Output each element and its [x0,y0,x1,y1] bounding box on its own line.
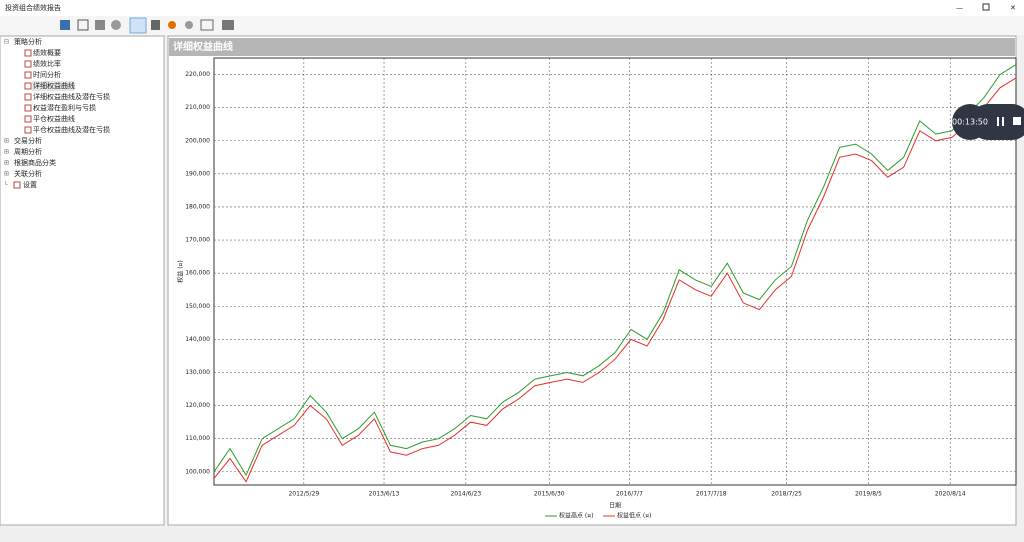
y-tick-label: 200,000 [185,137,210,144]
y-tick-label: 120,000 [185,402,210,409]
tree-item[interactable]: 策略分析 [14,37,42,46]
x-tick-label: 2018/7/25 [771,491,802,498]
tree-expander: ⊟ [4,39,9,46]
y-tick-label: 110,000 [185,435,210,442]
y-tick-label: 220,000 [185,71,210,78]
legend-label: 权益低点 (¤) [617,512,651,520]
tree-expander: ⊞ [4,171,9,178]
plot-area [213,57,1017,486]
x-tick-label: 2012/5/29 [288,491,319,498]
title-bar [0,0,1024,16]
x-tick-label: 2016/7/7 [616,491,643,498]
close-button[interactable]: ✕ [1010,4,1016,12]
tree-item[interactable]: 详细权益曲线及潜在亏损 [33,92,110,101]
tree-item[interactable]: 关联分析 [14,169,42,178]
recorder[interactable]: 00:13:50 [952,104,1024,140]
y-tick-label: 190,000 [185,170,210,177]
tree-item[interactable]: 权益潜在盈利与亏损 [33,103,96,112]
max-button[interactable] [982,3,990,11]
tree-selection [32,81,74,91]
tree-expander: ⊞ [4,160,9,167]
tree-item[interactable]: 时间分析 [33,70,61,79]
tree-expander: ⊞ [4,138,9,145]
x-tick-label: 2017/7/18 [696,491,727,498]
y-tick-label: 130,000 [185,369,210,376]
legend-label: 权益高点 (¤) [559,512,593,520]
tree-item[interactable]: 绩效比率 [33,59,61,68]
chart-panel [167,35,1017,526]
tree-icon [24,93,32,101]
x-tick-label: 2015/6/30 [534,491,565,498]
tree-icon [24,60,32,68]
tree-icon [13,181,21,189]
tree-item[interactable]: 周期分析 [14,147,42,156]
tree-expander: └ [4,181,8,189]
x-axis-label: 日期 [609,502,621,510]
tree-icon [24,82,32,90]
x-tick-label: 2020/8/14 [935,491,966,498]
recorder-time: 00:13:50 [952,118,988,127]
series-line [213,64,1017,477]
tree-icon [24,71,32,79]
tree-icon [24,115,32,123]
tree-item[interactable]: 根据商品分类 [14,158,56,167]
min-button[interactable]: — [956,4,963,12]
tree-item[interactable]: 绩效概要 [33,48,61,57]
tree-item[interactable]: 设置 [23,180,37,189]
y-tick-label: 210,000 [185,104,210,111]
y-tick-label: 170,000 [185,237,210,244]
tree-icon [24,126,32,134]
y-tick-label: 150,000 [185,303,210,310]
y-tick-label: 180,000 [185,203,210,210]
y-axis-label: 权益 (¤) [177,260,185,282]
tree-item[interactable]: 平仓权益曲线 [33,114,75,123]
panel-header [169,38,1015,56]
x-tick-label: 2019/8/5 [855,491,882,498]
tree-item[interactable]: 平仓权益曲线及潜在亏损 [33,125,110,134]
series-line [213,77,1017,483]
tree-icon [24,104,32,112]
y-tick-label: 100,000 [185,468,210,475]
toolbar [0,16,1024,35]
window-title: 投资组合绩效报告 [5,3,61,12]
x-tick-label: 2014/6/23 [450,491,481,498]
y-tick-label: 160,000 [185,270,210,277]
tree-item[interactable]: 详细权益曲线 [33,81,75,90]
x-tick-label: 2013/6/13 [369,491,400,498]
tree-item[interactable]: 交易分析 [14,136,42,145]
toolbar-icons[interactable] [60,17,234,34]
tree-expander: ⊞ [4,149,9,156]
tree-icon [24,49,32,57]
y-tick-label: 140,000 [185,336,210,343]
panel-title: 详细权益曲线 [173,40,233,53]
